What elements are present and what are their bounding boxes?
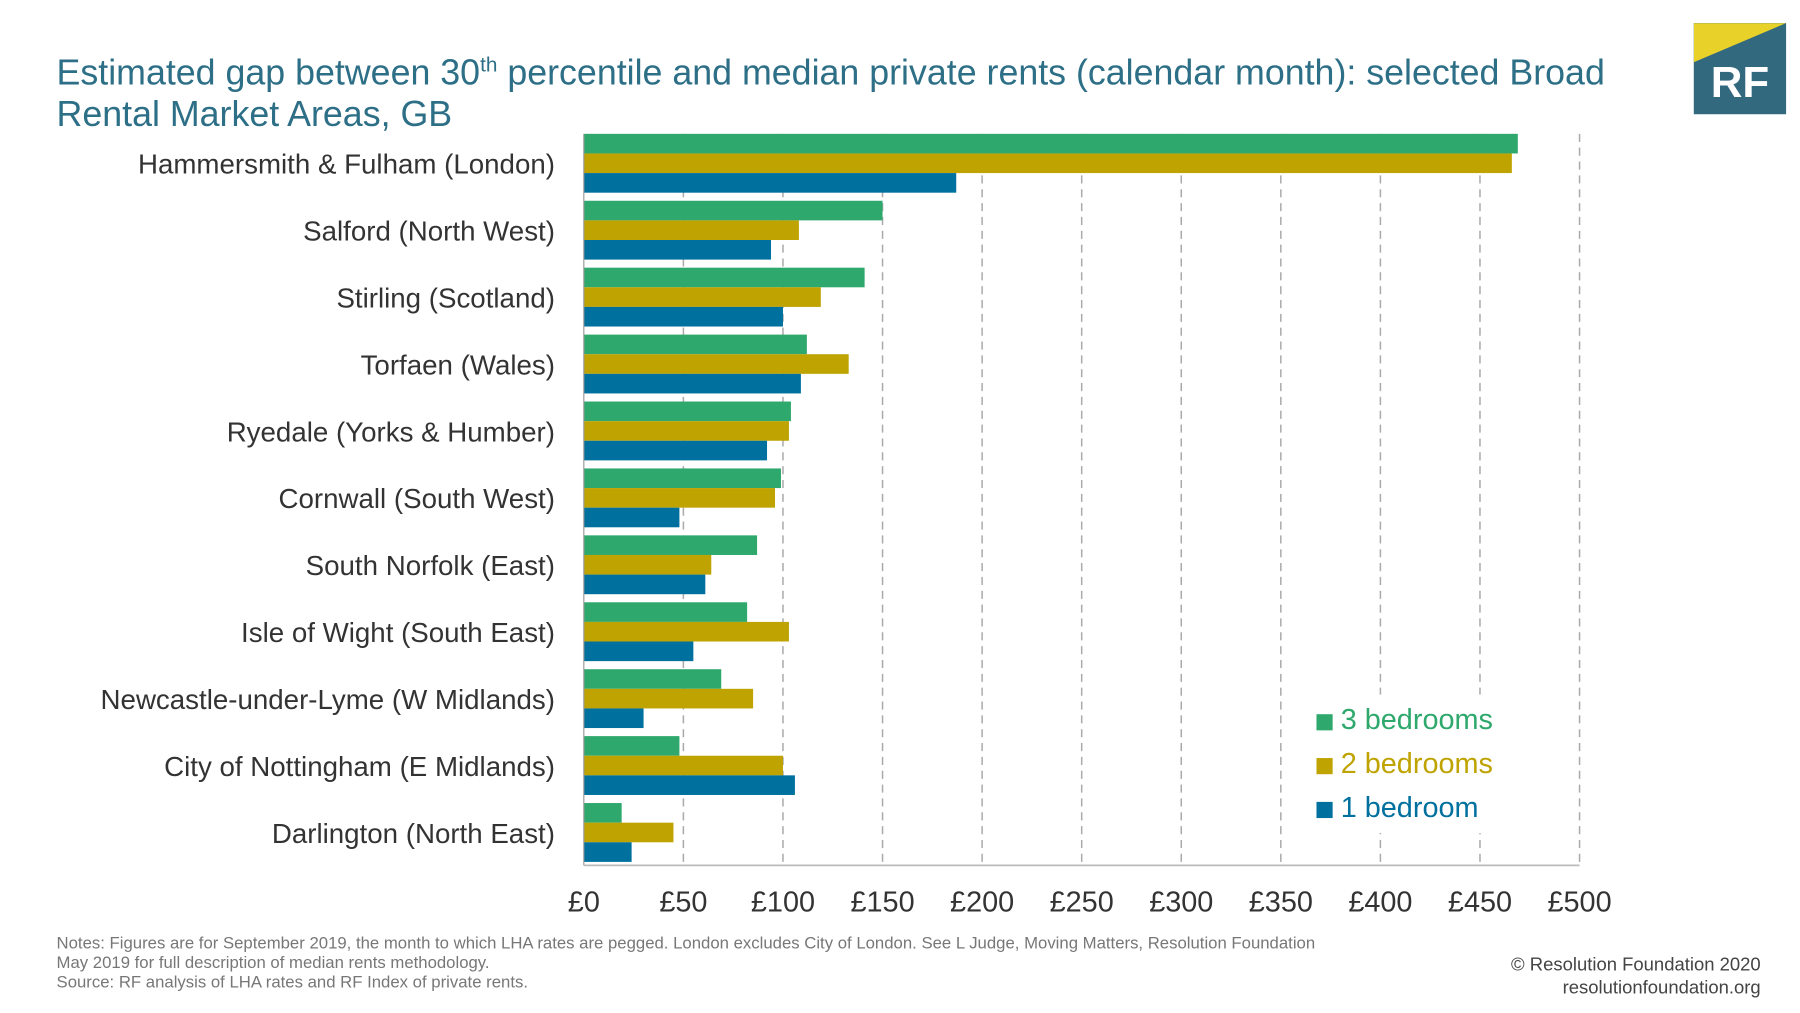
x-tick-label: £250	[1050, 887, 1114, 919]
category-label: City of Nottingham (E Midlands)	[164, 751, 555, 782]
legend-swatch	[1316, 758, 1333, 775]
bar-3-bedrooms	[583, 401, 791, 422]
notes: Notes: Figures are for September 2019, t…	[57, 935, 1316, 994]
bar-3-bedrooms	[583, 803, 622, 823]
x-tick-label: £350	[1249, 887, 1313, 919]
bar-2-bedrooms	[583, 688, 754, 709]
title-superscript: th	[480, 53, 498, 77]
chart-title: Estimated gap between 30th percentile an…	[57, 44, 1626, 136]
bar-2-bedrooms	[583, 287, 821, 307]
copyright: © Resolution Foundation 2020	[1511, 955, 1761, 975]
website: resolutionfoundation.org	[1562, 978, 1761, 999]
bar-1-bedroom	[583, 708, 644, 729]
x-tick-label: £450	[1448, 887, 1512, 919]
bar-2-bedrooms	[583, 488, 776, 508]
bar-1-bedroom	[583, 440, 768, 461]
bar-2-bedrooms	[583, 755, 783, 776]
x-tick-label: £50	[659, 887, 707, 919]
bar-1-bedroom	[583, 775, 795, 795]
x-tick-label: £500	[1547, 887, 1611, 919]
category-label: Salford (North West)	[303, 216, 555, 247]
bar-2-bedrooms	[583, 822, 674, 843]
bar-3-bedrooms	[583, 669, 722, 689]
bar-3-bedrooms	[583, 133, 1518, 154]
legend-label: 3 bedrooms	[1341, 704, 1493, 736]
bar-3-bedrooms	[583, 468, 781, 489]
bar-1-bedroom	[583, 641, 694, 662]
legend-swatch	[1316, 801, 1333, 819]
bar-1-bedroom	[583, 239, 772, 260]
x-tick-label: £0	[568, 887, 600, 919]
bar-1-bedroom	[583, 306, 783, 327]
notes-line: May 2019 for full description of median …	[56, 954, 490, 973]
bar-1-bedroom	[583, 842, 632, 862]
bar-2-bedrooms	[583, 621, 789, 642]
category-label: Hammersmith & Fulham (London)	[138, 149, 555, 180]
bar-3-bedrooms	[583, 602, 748, 622]
x-tick-label: £300	[1149, 887, 1213, 919]
credit: © Resolution Foundation 2020 resolutionf…	[1511, 954, 1761, 1000]
category-label: Cornwall (South West)	[279, 483, 555, 514]
bar-3-bedrooms	[583, 535, 758, 555]
bar-3-bedrooms	[583, 200, 883, 221]
bar-1-bedroom	[583, 574, 706, 595]
legend-background	[1298, 694, 1529, 834]
category-label: Stirling (Scotland)	[336, 282, 555, 313]
x-tick-label: £400	[1348, 887, 1412, 919]
source-line: Source: RF analysis of LHA rates and RF …	[56, 973, 528, 993]
bar-2-bedrooms	[583, 421, 789, 441]
legend-swatch	[1316, 714, 1333, 731]
category-label: Torfaen (Wales)	[361, 349, 555, 380]
bar-2-bedrooms	[583, 220, 799, 240]
legend-label: 1 bedroom	[1341, 792, 1479, 824]
bar-3-bedrooms	[583, 736, 680, 756]
notes-line: Notes: Figures are for September 2019, t…	[56, 934, 1316, 954]
bar-2-bedrooms	[583, 153, 1512, 174]
bar-1-bedroom	[583, 173, 957, 193]
title-text: Estimated gap between 30	[56, 52, 481, 93]
x-tick-label: £150	[850, 887, 914, 919]
title-text-rest: percentile and median private rents (cal…	[56, 52, 1605, 135]
rf-logo: RF	[1693, 23, 1787, 115]
x-tick-label: £100	[751, 887, 815, 919]
bar-3-bedrooms	[583, 334, 807, 355]
category-label: Darlington (North East)	[272, 818, 555, 849]
bar-1-bedroom	[583, 373, 801, 394]
category-label: Isle of Wight (South East)	[241, 617, 555, 648]
bar-2-bedrooms	[583, 554, 712, 575]
bar-2-bedrooms	[583, 354, 849, 374]
category-label: Newcastle-under-Lyme (W Midlands)	[101, 684, 555, 715]
bar-3-bedrooms	[583, 267, 865, 288]
legend-label: 2 bedrooms	[1341, 748, 1493, 780]
category-label: Ryedale (Yorks & Humber)	[227, 416, 555, 447]
x-tick-label: £200	[950, 887, 1014, 919]
bar-1-bedroom	[583, 507, 680, 528]
category-label: South Norfolk (East)	[306, 550, 555, 581]
